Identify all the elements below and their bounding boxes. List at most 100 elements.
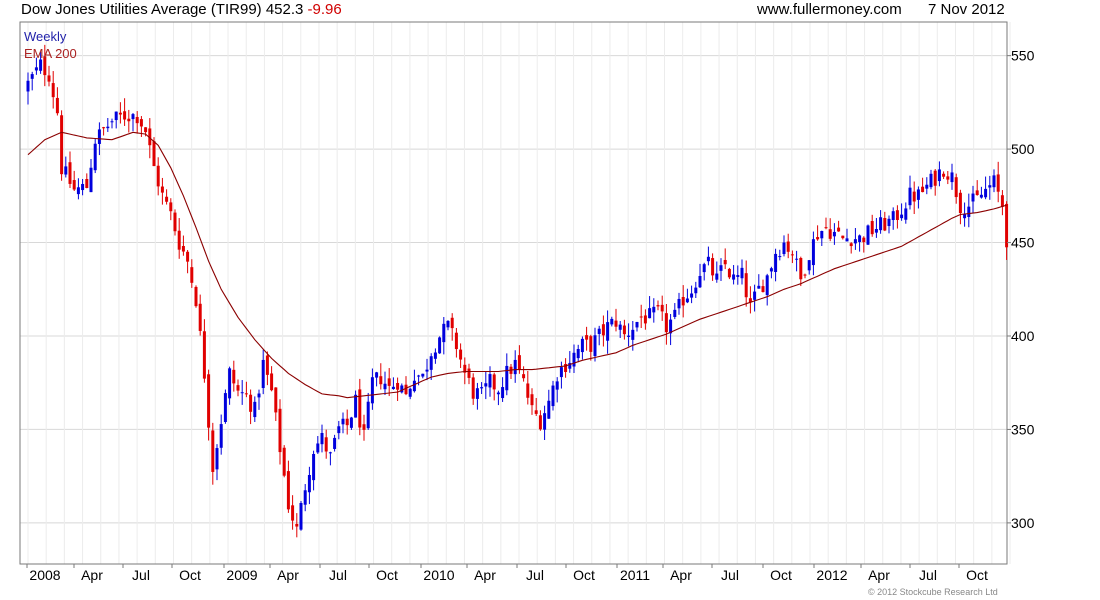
candle-body (828, 229, 832, 239)
candle-body (790, 254, 794, 256)
candle-body (396, 382, 400, 390)
candle-body (740, 267, 744, 279)
candle-body (723, 259, 727, 265)
candle-body (219, 424, 223, 448)
x-tick-label: Apr (81, 567, 103, 583)
candle-body (30, 74, 34, 79)
candle-body (316, 443, 320, 453)
candle-body (240, 392, 244, 394)
candle-body (421, 373, 425, 377)
candle-body (958, 192, 962, 214)
candle-body (866, 225, 870, 245)
y-tick-label: 550 (1011, 48, 1035, 64)
candle-body (942, 173, 946, 177)
candle-body (467, 368, 471, 378)
candle-body (131, 114, 135, 120)
candle-body (883, 217, 887, 231)
candle-body (404, 384, 408, 395)
candle-body (328, 452, 332, 454)
candle-body (921, 186, 925, 193)
candle-body (160, 186, 164, 193)
candle-body (412, 380, 416, 392)
candle-body (211, 430, 215, 472)
candle-body (85, 179, 89, 188)
candle-body (127, 118, 131, 122)
candle-body (299, 502, 303, 530)
x-tick-label: Jul (329, 567, 347, 583)
candle-body (454, 332, 458, 350)
candle-body (39, 59, 43, 71)
candle-body (853, 239, 857, 244)
candle-body (442, 323, 446, 343)
candle-body (97, 129, 101, 144)
candle-body (727, 268, 731, 278)
candle-body (635, 321, 639, 328)
candle-body (425, 369, 429, 372)
candle-body (358, 389, 362, 428)
y-tick-label: 350 (1011, 421, 1035, 437)
candle-body (685, 298, 689, 303)
candle-body (538, 415, 542, 430)
candle-body (937, 169, 941, 182)
candle-body (173, 212, 177, 232)
candle-body (135, 116, 139, 124)
candle-body (89, 167, 93, 193)
candle-body (669, 319, 673, 334)
x-tick-label: Jul (526, 567, 544, 583)
candle-body (488, 374, 492, 388)
candle-body (186, 251, 190, 262)
candle-body (505, 365, 509, 391)
candle-body (807, 260, 811, 271)
candle-body (484, 383, 488, 387)
candle-body (198, 303, 202, 331)
candle-body (475, 388, 479, 399)
candle-body (585, 335, 589, 340)
candlestick-series (26, 44, 1009, 538)
candle-body (925, 184, 929, 189)
candle-body (177, 230, 181, 250)
x-tick-label: Oct (966, 567, 988, 583)
x-axis-ticks: 2008 Apr Jul Oct 2009 Apr Jul Oct 2010 Apr Jul Oct 2… (26, 564, 988, 583)
candle-body (732, 274, 736, 280)
candle-body (501, 387, 505, 399)
chart-title: Dow Jones Utilities Average (TIR99) 452.… (21, 1, 342, 18)
candle-body (900, 214, 904, 219)
candle-body (34, 67, 38, 71)
source-link[interactable]: www.fullermoney.com (757, 1, 902, 18)
candle-body (26, 80, 30, 92)
candle-body (459, 349, 463, 360)
candle-body (274, 387, 278, 413)
candle-body (202, 331, 206, 379)
y-axis-ticks: 300 350 400 450 500 550 (1007, 48, 1035, 531)
candle-body (118, 112, 122, 115)
candle-body (606, 322, 610, 341)
candle-body (522, 374, 526, 379)
candle-body (601, 324, 605, 336)
candle-body (706, 256, 710, 262)
candle-body (303, 490, 307, 505)
candle-body (681, 297, 685, 306)
x-tick-label: Oct (179, 567, 201, 583)
x-tick-label: 2011 (620, 567, 650, 583)
candle-body (236, 385, 240, 391)
candle-body (673, 309, 677, 317)
x-tick-label: Oct (770, 567, 792, 583)
candle-body (257, 393, 261, 398)
candle-body (761, 286, 765, 293)
candle-body (76, 187, 80, 195)
candle-body (207, 374, 211, 428)
candle-body (307, 474, 311, 493)
candle-body (694, 287, 698, 294)
candle-body (963, 214, 967, 219)
candle-body (559, 367, 563, 378)
candle-body (757, 285, 761, 289)
candle-body (589, 336, 593, 352)
candle-body (912, 191, 916, 202)
candle-body (194, 286, 198, 307)
candle-body (979, 194, 983, 198)
candle-body (543, 413, 547, 430)
x-tick-label: Apr (868, 567, 890, 583)
x-tick-label: Oct (573, 567, 595, 583)
candle-body (908, 187, 912, 206)
